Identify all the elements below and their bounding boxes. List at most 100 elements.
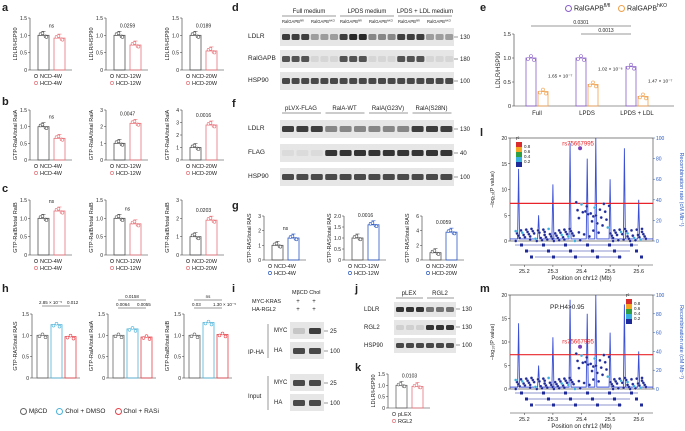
data-point <box>132 41 137 45</box>
lane-label: RalGAPBhKO <box>369 19 394 25</box>
y-tick-label: 5 <box>504 213 507 219</box>
y-tick-label: 2 <box>416 243 419 249</box>
snp-point <box>591 214 595 218</box>
bar <box>625 66 637 107</box>
band <box>293 380 305 386</box>
band <box>387 78 396 84</box>
blot-d: Full medium LPDS medium LPDS + LDL mediumR… <box>248 9 471 90</box>
snp-point <box>601 373 605 377</box>
data-point <box>120 218 125 222</box>
bar <box>37 34 50 71</box>
legend-marker <box>110 266 114 270</box>
p-value: 0.0059 <box>436 220 452 226</box>
y-tick-label: 1.0 <box>20 216 27 222</box>
bar <box>113 34 126 71</box>
snp-point <box>583 360 587 364</box>
snp-point <box>541 377 545 381</box>
snp-point <box>593 206 597 210</box>
y-tick-label: 1.5 <box>98 312 105 318</box>
blot-header: LPDS medium <box>348 9 387 15</box>
blot-header: pLVX-FLAG <box>285 106 317 112</box>
snp-point <box>586 363 590 367</box>
band <box>436 325 444 330</box>
band <box>382 150 395 156</box>
data-point <box>436 252 441 256</box>
legend-e-b: RalGAPB <box>627 5 658 13</box>
data-point <box>358 237 363 242</box>
band <box>416 56 425 62</box>
snp-point <box>602 353 606 357</box>
snp-point <box>539 384 543 388</box>
snp-point <box>548 232 552 236</box>
snp-point <box>577 366 581 370</box>
data-point <box>144 334 149 338</box>
panel-label-m: m <box>480 283 490 295</box>
blot-strip <box>280 50 454 68</box>
snp-point <box>514 239 518 243</box>
snp-point <box>568 376 572 380</box>
gene-exon <box>591 397 594 401</box>
legend-label: NCD-20W <box>192 259 218 265</box>
y-tick-label: 3 <box>258 214 261 220</box>
snp-point <box>579 202 583 206</box>
band <box>426 307 434 312</box>
p-value: 1.30 × 10⁻⁵ <box>213 302 236 307</box>
data-point <box>208 121 213 125</box>
legend-label: 0.6 <box>524 149 531 154</box>
snp-point <box>624 229 628 233</box>
band <box>301 78 310 84</box>
snp-point <box>606 225 610 229</box>
snp-point <box>543 230 547 234</box>
bar <box>64 336 77 379</box>
legend-title: r² <box>516 136 520 142</box>
snp-point <box>524 228 528 232</box>
y-tick-label: 2 <box>176 216 179 222</box>
band <box>446 307 454 312</box>
snp-point <box>620 232 624 236</box>
data-point <box>116 332 121 337</box>
snp-point <box>533 237 537 241</box>
band <box>411 174 424 180</box>
ylabel: LDLR/HSP90 <box>165 27 171 60</box>
chart-g3: GTP-RAS/total RAS 0 2 4 6 0.0059 NCD-20WHCD-20… <box>405 213 464 277</box>
band <box>349 56 358 62</box>
y-tick-label: 0 <box>504 239 507 245</box>
data-point <box>40 31 45 35</box>
legend-title: r² <box>626 293 630 299</box>
snp-point <box>595 221 599 225</box>
mw-label: 100 <box>462 343 473 349</box>
data-point <box>43 335 48 340</box>
lane-label: RalGAPBhKO <box>427 19 452 25</box>
y-tick-label: 1.0 <box>20 33 27 39</box>
data-point <box>541 87 545 92</box>
condition-value: + <box>296 299 300 305</box>
y-tick-label: 0.5 <box>378 395 385 401</box>
band <box>293 328 305 334</box>
p-value: 0.0013 <box>598 28 614 34</box>
band <box>325 126 338 132</box>
blot-header: MβCD Chol <box>292 290 321 296</box>
y-tick-label: 0 <box>176 158 179 164</box>
snp-point <box>532 231 536 235</box>
band <box>378 78 386 84</box>
band <box>406 325 414 330</box>
snp-point <box>565 232 569 236</box>
chart-b3: GTP-RalA/total RalA 0 1 2 3 4 0.0016 NCD-20WHCD… <box>165 108 224 177</box>
data-point <box>448 228 453 233</box>
snp-point <box>612 228 616 232</box>
data-point <box>196 236 201 241</box>
y-tick-label: 0.5 <box>96 235 103 241</box>
band <box>310 174 323 180</box>
data-point <box>529 54 533 58</box>
y-tick-label: 0 <box>26 376 29 382</box>
legend-e-marker-b <box>618 4 626 12</box>
band <box>296 126 309 132</box>
gene-exon <box>618 403 621 407</box>
section-label: IP-HA <box>248 350 264 356</box>
bar <box>575 57 587 107</box>
snp-point <box>578 238 582 242</box>
ylabel: GTP-RalA/total RalA <box>89 109 95 160</box>
legend-label: HCD-4W <box>274 271 297 277</box>
snp-point <box>520 231 524 235</box>
y-tick-label: 0.5 <box>334 247 341 253</box>
